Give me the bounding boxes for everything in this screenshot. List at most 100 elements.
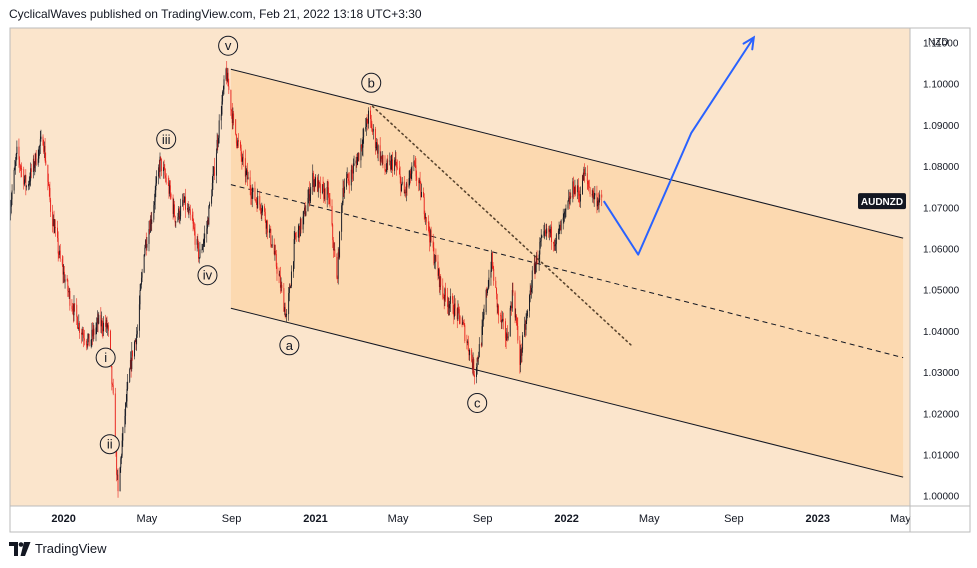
candle-body [235, 134, 237, 144]
projection-arrow-head [742, 35, 756, 51]
candle-body [279, 275, 281, 277]
currency-label: NZD [928, 37, 949, 48]
candle-body [178, 208, 180, 219]
candle-body [131, 350, 133, 370]
candle-body [467, 341, 469, 351]
candle-body [35, 153, 36, 165]
candle-body [361, 147, 363, 149]
candle-body [85, 340, 87, 345]
candle-body [586, 173, 588, 182]
candle-body [138, 304, 140, 331]
candle-body [453, 313, 455, 317]
candle-body [379, 145, 381, 162]
candle-body [539, 241, 541, 255]
candle-body [72, 308, 74, 311]
candle-body [515, 315, 517, 318]
candle-body [50, 199, 52, 212]
candle-body [596, 193, 598, 207]
candle-body [555, 234, 557, 245]
candle-body [308, 189, 310, 201]
candle-body [444, 288, 446, 301]
candle-body [326, 187, 328, 201]
candle-body [358, 152, 360, 161]
candle-body [10, 199, 12, 207]
candle-body [533, 263, 535, 271]
wave-label-circle [156, 129, 177, 150]
candle-body [134, 341, 135, 357]
candle-body [500, 315, 502, 317]
candle-body [202, 243, 204, 247]
time-tick-label: May [388, 513, 409, 525]
candle-body [130, 359, 132, 370]
candle-body [117, 474, 119, 492]
candle-body [213, 166, 215, 176]
candle-body [293, 239, 295, 262]
candle-body [310, 186, 312, 195]
symbol-label: AUDNZD [861, 197, 903, 208]
candle-body [482, 320, 484, 327]
candle-body [255, 199, 257, 202]
candle-body [132, 350, 133, 357]
candle-body [59, 250, 60, 255]
candle-body [220, 114, 222, 121]
candle-body [37, 158, 39, 165]
time-axis[interactable]: 2020 May Sep 2021 May Sep 2022 May Sep 2023 May [51, 513, 911, 525]
candle-body [536, 255, 538, 264]
candle-body [502, 318, 504, 321]
candle-body [125, 402, 127, 416]
candle-body [121, 455, 122, 459]
candle-body [275, 250, 277, 254]
candle-body [231, 111, 233, 123]
candle-body [288, 286, 290, 294]
candle-body [86, 344, 88, 346]
candle-body [305, 211, 307, 216]
candle-body [560, 224, 561, 231]
candle-body [396, 165, 398, 168]
candle-body [553, 241, 555, 244]
candle-body [198, 257, 200, 259]
candle-body [271, 244, 272, 247]
candle-body [324, 188, 325, 199]
wave-label-text: iii [162, 132, 171, 147]
candle-body [514, 292, 516, 318]
candle-body [421, 192, 422, 198]
candle-body [443, 297, 444, 298]
candle-body [240, 141, 241, 149]
candle-body [280, 284, 282, 288]
candle-body [16, 146, 18, 154]
candle-body [466, 340, 468, 343]
candle-body [445, 288, 446, 297]
candle-body [414, 162, 416, 166]
candle-body [198, 242, 199, 259]
candle-body [297, 230, 299, 238]
candle-body [228, 86, 230, 91]
candle-body [553, 243, 555, 247]
candle-body [544, 230, 546, 232]
candle-body [124, 416, 126, 428]
candle-body [314, 180, 316, 187]
candle-body [357, 156, 358, 165]
candle-body [254, 188, 256, 200]
candle-body [511, 305, 513, 309]
candle-body [375, 147, 377, 149]
candle-body [96, 323, 98, 328]
candle-body [321, 184, 323, 194]
wave-label-text: ii [107, 437, 113, 452]
candle-body [424, 214, 426, 219]
candle-body [346, 174, 348, 179]
candle-body [480, 344, 482, 346]
price-tick-label: 1.04000 [923, 327, 960, 338]
candle-body [317, 177, 319, 192]
candle-body [327, 187, 329, 188]
candle-body [468, 350, 470, 356]
candle-body [509, 308, 511, 337]
candle-body [386, 160, 388, 171]
candle-body [582, 175, 584, 181]
candle-body [184, 196, 186, 202]
price-axis[interactable]: 1.00000 1.01000 1.02000 1.03000 1.04000 1.050… [858, 37, 960, 503]
candle-body [189, 209, 191, 215]
candle-body [555, 244, 557, 246]
candle-body [284, 307, 285, 312]
candle-body [385, 170, 387, 172]
